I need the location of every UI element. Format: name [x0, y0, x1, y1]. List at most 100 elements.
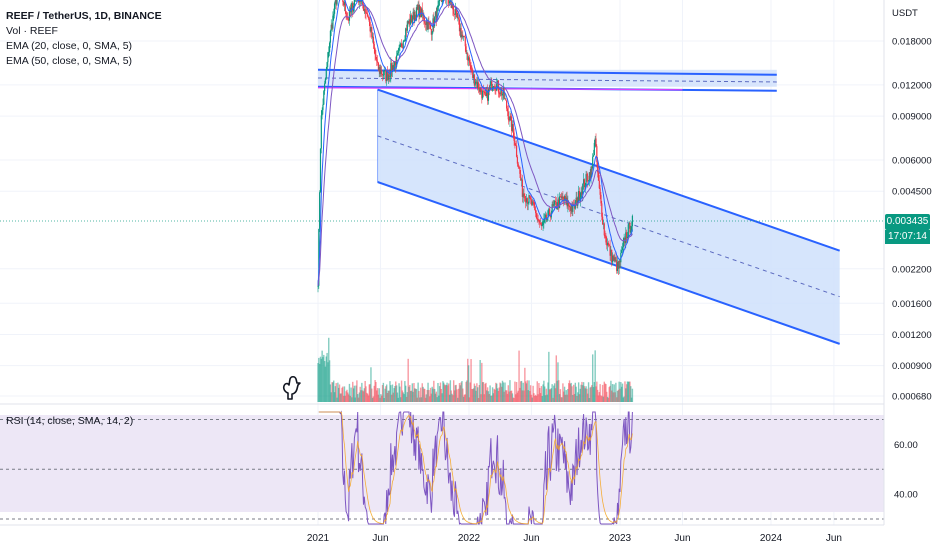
volume-bar: [349, 395, 351, 402]
volume-bar: [358, 392, 361, 402]
volume-bar: [355, 385, 357, 402]
rsi-legend[interactable]: RSI (14, close, SMA, 14, 2): [6, 415, 134, 427]
candle-body: [529, 195, 531, 199]
candle-body: [463, 36, 465, 38]
volume-bar: [457, 388, 460, 402]
candle-body: [563, 196, 566, 201]
volume-bar: [383, 397, 385, 402]
volume-bar: [366, 392, 368, 402]
chart-drawings[interactable]: [317, 68, 841, 345]
volume-bar: [363, 388, 366, 402]
volume-bar: [527, 390, 529, 402]
candle-body: [419, 6, 422, 18]
volume-bar: [485, 382, 487, 402]
time-axis[interactable]: 2021 Jun 2022 Jun 2023 Jun 2024 Jun: [0, 524, 884, 544]
rsi-axis[interactable]: 60.00 40.00: [894, 440, 918, 501]
volume-bar: [332, 382, 334, 402]
volume-bar: [453, 390, 456, 402]
ema20-legend[interactable]: EMA (20, close, 0, SMA, 5): [6, 40, 133, 52]
candle-body: [514, 140, 516, 146]
candle-body: [348, 9, 351, 21]
volume-bar: [629, 381, 631, 402]
volume-bar: [597, 395, 600, 402]
symbol-title[interactable]: REEF / TetherUS, 1D, BINANCE: [6, 10, 162, 22]
candle-body: [353, 0, 356, 7]
candle-body: [352, 3, 354, 12]
price-tick-label: 0.000680: [892, 392, 932, 403]
volume-bar: [385, 386, 387, 402]
volume-bar: [462, 396, 465, 402]
candle-body: [428, 21, 430, 24]
candle-body: [608, 245, 610, 247]
volume-bar: [601, 396, 603, 402]
volume-bar: [512, 397, 514, 402]
candle-body: [592, 155, 595, 157]
volume-bar: [390, 385, 392, 402]
candle-body: [587, 175, 589, 182]
volume-bar: [394, 385, 396, 402]
volume-bar: [617, 389, 620, 402]
candle-body: [411, 19, 413, 23]
volume-bar: [491, 395, 493, 402]
candle-body: [596, 146, 598, 163]
volume-legend[interactable]: Vol · REEF: [6, 25, 58, 37]
volume-bar: [581, 381, 583, 402]
volume-bar: [464, 394, 466, 402]
candle-body: [324, 83, 326, 92]
candle-body: [400, 43, 403, 47]
tradingview-dino-icon[interactable]: [280, 375, 304, 401]
volume-bar: [576, 396, 578, 402]
volume-bar: [440, 388, 442, 402]
ema50-legend[interactable]: EMA (50, close, 0, SMA, 5): [6, 55, 133, 67]
volume-bar: [523, 390, 525, 402]
volume-bar: [317, 363, 319, 402]
volume-bar: [569, 383, 572, 402]
volume-bar: [549, 389, 552, 402]
volume-bar: [351, 397, 353, 402]
volume-bar: [327, 362, 329, 402]
volume-bar: [573, 393, 576, 402]
candle-body: [526, 198, 528, 204]
rsi-lines: [0, 403, 884, 526]
candle-body: [585, 174, 587, 186]
currency-label[interactable]: USDT: [892, 8, 918, 19]
volume-bar: [630, 397, 633, 402]
volume-bar: [544, 395, 547, 402]
volume-bar: [423, 388, 425, 402]
candle-body: [472, 69, 474, 79]
volume-bar: [619, 388, 621, 402]
volume-bar: [558, 380, 560, 402]
candle-body: [435, 11, 437, 21]
candle-body: [347, 17, 349, 19]
volume-bar: [500, 383, 502, 402]
price-tick-label: 0.001600: [892, 299, 932, 310]
volume-bar: [568, 380, 571, 402]
volume-bar: [575, 386, 577, 402]
candle-body: [498, 91, 500, 94]
candle-body: [459, 27, 461, 32]
volume-bar: [491, 387, 494, 402]
time-tick-label: Jun: [826, 533, 842, 544]
volume-bar: [620, 382, 622, 402]
volume-bar: [414, 388, 417, 402]
volume-bar: [393, 388, 395, 402]
volume-bar: [563, 386, 566, 402]
candle-body: [399, 44, 401, 48]
volume-bar: [455, 384, 457, 402]
volume-bar: [612, 392, 615, 402]
volume-bar: [356, 380, 358, 402]
candle-body: [390, 63, 392, 77]
candle-body: [562, 196, 564, 199]
volume-bar: [347, 392, 349, 402]
candle-body: [536, 218, 538, 220]
volume-bar: [586, 388, 588, 402]
candle-body: [487, 90, 489, 101]
volume-bar: [592, 387, 595, 402]
candle-body: [387, 74, 389, 81]
volume-bar: [395, 385, 398, 402]
price-axis[interactable]: 0.018000 0.012000 0.009000 0.006000 0.004500…: [883, 0, 932, 525]
candle-body: [333, 3, 336, 14]
candle-body: [530, 198, 532, 200]
candle-body: [434, 16, 436, 27]
